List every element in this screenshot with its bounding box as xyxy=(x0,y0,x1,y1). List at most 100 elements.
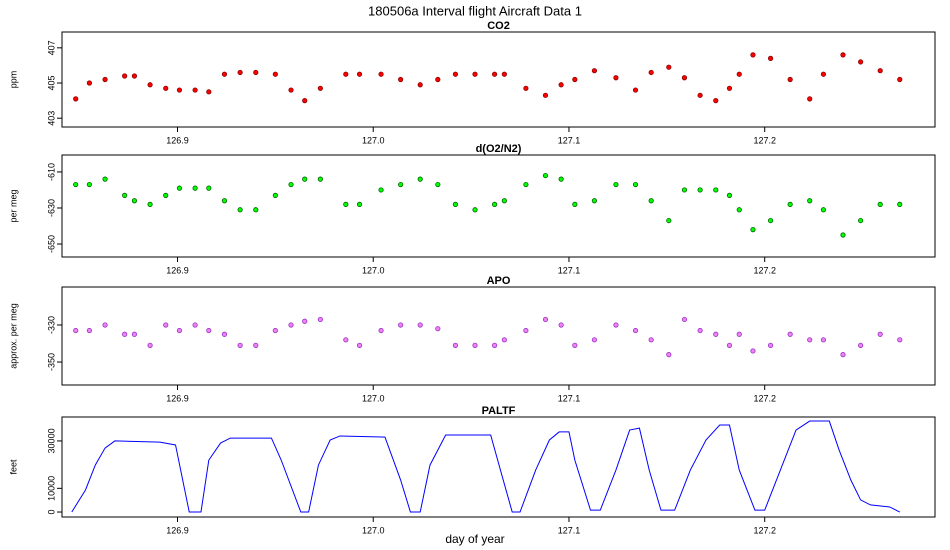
data-point xyxy=(131,198,138,204)
data-point xyxy=(272,192,278,198)
data-point xyxy=(122,331,128,337)
data-point xyxy=(491,71,498,77)
data-point xyxy=(237,342,243,348)
x-tick-label: 126.9 xyxy=(166,265,189,275)
data-point xyxy=(378,187,384,193)
data-point xyxy=(726,192,733,198)
data-point xyxy=(858,59,864,65)
data-point xyxy=(452,342,459,348)
data-point xyxy=(192,322,198,328)
data-point xyxy=(697,327,703,334)
data-point xyxy=(897,337,903,343)
data-point xyxy=(102,322,108,328)
data-point xyxy=(767,55,774,61)
data-point xyxy=(807,337,813,343)
data-point xyxy=(542,316,549,323)
data-point xyxy=(356,71,363,77)
data-point xyxy=(221,71,228,77)
data-point xyxy=(206,327,212,334)
data-point xyxy=(572,201,578,207)
data-point xyxy=(750,348,756,354)
data-point xyxy=(501,198,507,204)
data-point xyxy=(147,342,153,348)
data-point xyxy=(73,96,79,102)
data-point xyxy=(523,181,529,188)
data-point xyxy=(356,201,363,207)
data-point xyxy=(681,187,688,193)
data-point xyxy=(452,71,459,77)
data-point xyxy=(317,316,323,323)
data-point xyxy=(632,327,639,334)
data-point xyxy=(523,85,529,91)
data-point xyxy=(840,232,846,238)
data-point xyxy=(736,331,742,337)
data-point xyxy=(206,185,212,191)
data-point xyxy=(736,71,742,77)
data-point xyxy=(73,327,79,334)
y-tick-label: 0 xyxy=(46,510,56,515)
data-point xyxy=(398,181,404,188)
data-point xyxy=(163,322,169,328)
data-point xyxy=(472,207,478,213)
data-point xyxy=(648,69,654,76)
data-point xyxy=(398,322,404,328)
data-line xyxy=(71,420,900,513)
y-axis-label: ppm xyxy=(8,71,18,89)
data-point xyxy=(681,75,688,81)
data-point xyxy=(176,87,183,93)
data-point xyxy=(343,71,349,77)
x-tick-label: 127.1 xyxy=(558,265,581,275)
data-point xyxy=(206,89,212,95)
data-point xyxy=(591,337,598,343)
data-point xyxy=(613,181,619,188)
data-point xyxy=(343,201,349,207)
data-point xyxy=(820,71,827,77)
y-tick-label: 403 xyxy=(46,111,56,126)
y-tick-label: 407 xyxy=(46,40,56,55)
data-point xyxy=(542,92,549,98)
data-point xyxy=(897,76,903,83)
data-point xyxy=(840,352,846,358)
x-axis-label: day of year xyxy=(445,532,504,546)
data-point xyxy=(221,198,228,204)
data-point xyxy=(877,331,883,337)
data-point xyxy=(877,68,883,74)
data-point xyxy=(343,337,349,343)
plot-frame xyxy=(61,416,936,518)
data-point xyxy=(666,352,672,358)
y-tick-label: -350 xyxy=(46,353,56,371)
data-point xyxy=(591,198,598,204)
data-point xyxy=(726,85,733,91)
y-tick-label: -630 xyxy=(46,199,56,217)
data-point xyxy=(147,201,153,207)
data-point xyxy=(288,322,294,328)
data-point xyxy=(632,87,639,93)
x-tick-label: 127.2 xyxy=(753,525,776,535)
data-point xyxy=(272,71,278,77)
data-point xyxy=(131,331,138,337)
data-point xyxy=(613,322,619,328)
data-point xyxy=(253,342,259,348)
x-tick-label: 127.2 xyxy=(753,135,776,145)
y-tick-label: 30000 xyxy=(46,428,56,453)
x-tick-label: 127.2 xyxy=(753,265,776,275)
data-point xyxy=(613,75,619,81)
data-point xyxy=(302,98,308,104)
data-point xyxy=(523,327,529,334)
data-point xyxy=(572,76,578,83)
data-point xyxy=(750,52,756,58)
data-point xyxy=(767,217,774,224)
data-point xyxy=(73,181,79,188)
data-point xyxy=(192,185,198,191)
data-point xyxy=(697,187,703,193)
data-point xyxy=(417,82,423,88)
x-tick-label: 127.2 xyxy=(753,393,776,403)
data-point xyxy=(472,342,478,348)
data-point xyxy=(807,96,813,102)
x-tick-label: 127.0 xyxy=(362,525,385,535)
data-point xyxy=(317,85,323,91)
data-point xyxy=(452,201,459,207)
data-point xyxy=(713,98,719,104)
plot-frame xyxy=(61,154,936,258)
data-point xyxy=(572,342,578,348)
